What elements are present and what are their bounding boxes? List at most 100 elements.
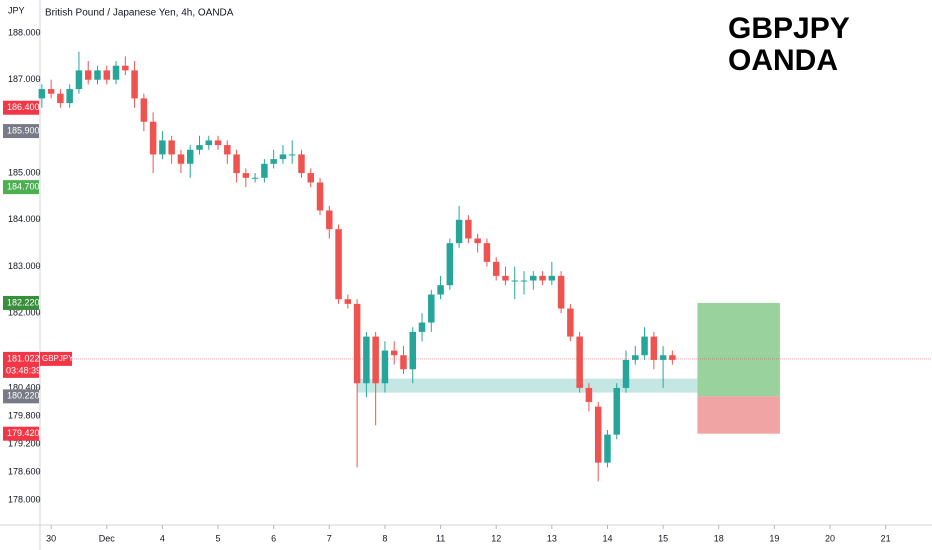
- candle-body: [261, 163, 268, 178]
- x-tick-label: 8: [382, 533, 387, 543]
- candle-body: [400, 355, 407, 370]
- price-label: 185.900: [7, 125, 40, 135]
- candle-body: [66, 89, 73, 104]
- candle-body: [585, 387, 593, 402]
- candle-body: [520, 280, 528, 282]
- countdown-label: 03:48:39: [6, 365, 41, 375]
- candle-body: [390, 350, 398, 356]
- candle-body: [437, 285, 444, 295]
- candle-body: [511, 280, 518, 282]
- candle-body: [214, 140, 222, 146]
- candle-body: [372, 336, 379, 384]
- x-tick-label: 7: [327, 533, 332, 543]
- candle-body: [632, 355, 639, 360]
- candle-body: [659, 355, 667, 360]
- candle-body: [94, 70, 101, 80]
- candle-body: [159, 140, 166, 155]
- x-tick-label: Dec: [99, 533, 116, 543]
- y-tick-label: 182.000: [8, 308, 41, 318]
- x-tick-label: 6: [271, 533, 276, 543]
- y-tick-label: 187.000: [8, 74, 41, 84]
- position-profit: [697, 302, 780, 397]
- candle-body: [196, 145, 203, 150]
- candle-body: [428, 294, 435, 323]
- candle-body: [576, 336, 583, 388]
- candle-body: [604, 434, 611, 463]
- candle-body: [455, 219, 463, 244]
- candle-body: [613, 387, 620, 435]
- x-tick-label: 18: [714, 533, 724, 543]
- candle-body: [75, 70, 83, 90]
- candle-body: [307, 173, 314, 183]
- currency-label: JPY: [8, 5, 25, 15]
- watermark: OANDA: [728, 44, 838, 77]
- candle-body: [38, 89, 46, 99]
- x-tick-label: 14: [602, 533, 612, 543]
- price-label-bg: [3, 100, 39, 115]
- price-label-bg: [3, 180, 39, 195]
- last-price-bg: [3, 351, 39, 378]
- candle-body: [446, 243, 454, 286]
- x-tick-label: 15: [658, 533, 668, 543]
- candle-body: [279, 154, 287, 160]
- candle-body: [316, 182, 324, 211]
- x-tick-label: 13: [547, 533, 557, 543]
- symbol-label: GBPJPY: [42, 354, 74, 363]
- candle-body: [205, 140, 213, 146]
- candle-body: [418, 322, 426, 332]
- candle-body: [335, 229, 342, 300]
- x-tick-label: 5: [216, 533, 221, 543]
- candle-body: [122, 65, 129, 71]
- watermark: GBPJPY: [728, 12, 850, 45]
- price-label-bg: [3, 295, 39, 310]
- candle-body: [363, 336, 370, 384]
- candle-body: [186, 149, 194, 164]
- candle-body: [57, 93, 64, 104]
- price-label-bg: [3, 426, 39, 441]
- candle-body: [242, 173, 250, 178]
- candle-body: [251, 177, 259, 179]
- y-tick-label: 185.000: [8, 167, 41, 177]
- y-tick-label: 179.800: [8, 410, 41, 420]
- position-loss: [697, 396, 780, 434]
- y-tick-label: 183.000: [8, 261, 41, 271]
- candle-body: [112, 65, 120, 80]
- y-tick-label: 180.400: [8, 382, 41, 392]
- candle-body: [131, 70, 138, 99]
- candle-body: [326, 210, 333, 230]
- candle-body: [502, 275, 509, 281]
- candle-body: [650, 336, 658, 360]
- y-tick-label: 184.000: [8, 214, 41, 224]
- candle-body: [465, 219, 472, 239]
- candle-body: [669, 355, 676, 360]
- x-tick-label: 20: [825, 533, 835, 543]
- support-zone: [357, 378, 698, 393]
- candle-body: [530, 275, 537, 281]
- candle-body: [474, 238, 481, 244]
- x-tick-label: 21: [881, 533, 891, 543]
- candle-body: [149, 121, 157, 155]
- candle-body: [567, 308, 574, 337]
- candle-body: [168, 140, 175, 155]
- price-label: 182.220: [7, 297, 40, 307]
- y-tick-label: 188.000: [8, 27, 41, 37]
- candle-body: [103, 70, 111, 80]
- y-tick-label: 179.200: [8, 438, 41, 448]
- y-tick-label: 178.600: [8, 466, 41, 476]
- candle-body: [381, 350, 389, 384]
- candle-body: [224, 145, 231, 155]
- candle-body: [557, 275, 565, 309]
- candle-body: [594, 406, 602, 463]
- candle-body: [483, 243, 491, 262]
- x-tick-label: 4: [160, 533, 165, 543]
- candle-body: [177, 154, 185, 164]
- candle-body: [353, 303, 361, 384]
- price-label-bg: [3, 124, 39, 139]
- candle-body: [288, 154, 296, 156]
- x-tick-label: 19: [769, 533, 779, 543]
- price-label-bg: [3, 389, 39, 404]
- price-label: 184.700: [7, 182, 40, 192]
- symbol-label-bg: [40, 351, 72, 366]
- candle-body: [84, 70, 92, 80]
